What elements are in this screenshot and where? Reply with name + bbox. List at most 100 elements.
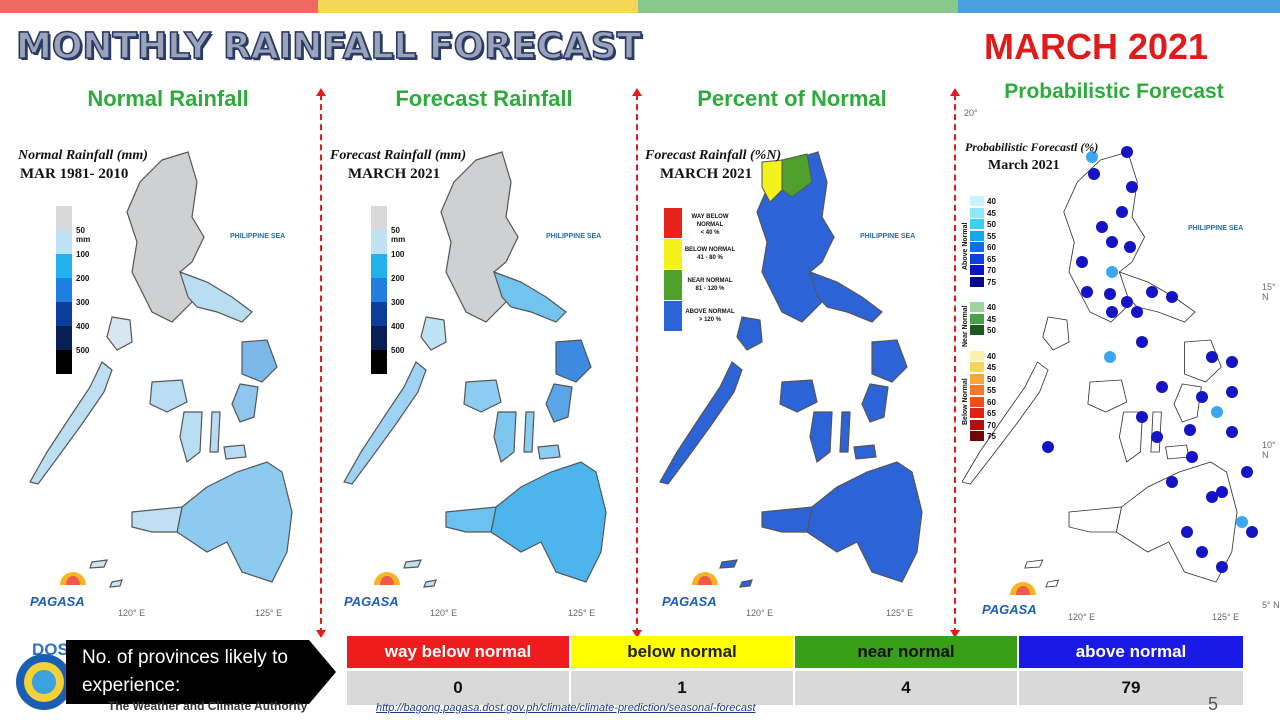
legend-label: 75 bbox=[987, 277, 996, 287]
legend-swatch bbox=[371, 254, 387, 278]
legend-swatch bbox=[970, 242, 984, 252]
island-region bbox=[179, 411, 203, 464]
sea-label: PHILIPPINE SEA bbox=[546, 233, 602, 240]
map-title-percent: Forecast Rainfall (%N) bbox=[645, 148, 782, 163]
legend-swatch bbox=[371, 206, 387, 230]
legend-swatch bbox=[970, 253, 984, 264]
legend-swatch bbox=[56, 254, 72, 278]
station-dot bbox=[1216, 486, 1228, 498]
panel-title-forecast: Forecast Rainfall bbox=[395, 86, 573, 111]
divider-arrow-down bbox=[316, 630, 326, 638]
legend-range-text: < 40 % bbox=[700, 230, 720, 236]
legend-label: 60 bbox=[987, 243, 996, 252]
station-dot bbox=[1088, 168, 1100, 180]
legend-label: BELOW NORMAL 41 - 80 % bbox=[682, 246, 738, 262]
legend-label-text: NEAR NORMAL bbox=[687, 278, 733, 284]
map-sub-percent: MARCH 2021 bbox=[660, 166, 753, 182]
station-dot bbox=[1226, 386, 1238, 398]
station-dot bbox=[1184, 424, 1196, 436]
station-dot bbox=[1106, 306, 1118, 318]
category-header-above: above normal bbox=[1019, 636, 1243, 668]
legend-label: 50 bbox=[987, 326, 996, 335]
top-band-blue bbox=[958, 0, 1280, 13]
station-dot bbox=[1131, 306, 1143, 318]
station-dot bbox=[1186, 451, 1198, 463]
station-dot bbox=[1241, 466, 1253, 478]
station-dot bbox=[1042, 441, 1054, 453]
map-forecast-svg bbox=[343, 151, 607, 588]
legend-label-text: WAY BELOW NORMAL bbox=[691, 214, 729, 228]
lon-label: 120° E bbox=[1068, 612, 1096, 622]
legend-swatch bbox=[970, 385, 984, 395]
category-count-above: 79 bbox=[1019, 671, 1243, 705]
legend-label: 55 bbox=[987, 386, 996, 395]
station-dot bbox=[1181, 526, 1193, 538]
island-region bbox=[403, 559, 437, 588]
source-link[interactable]: http://bagong.pagasa.dost.gov.ph/climate… bbox=[376, 702, 756, 714]
island-region bbox=[736, 316, 763, 351]
legend-label: 50 bbox=[987, 220, 996, 229]
station-dot bbox=[1226, 356, 1238, 368]
legend-label: 50 bbox=[987, 374, 996, 384]
map-percent-normal bbox=[642, 112, 950, 624]
station-dot bbox=[1151, 431, 1163, 443]
legend-label: 300 bbox=[391, 298, 405, 307]
island-region bbox=[523, 411, 535, 453]
legend-label: 400 bbox=[391, 322, 405, 331]
station-dot bbox=[1226, 426, 1238, 438]
pagasa-logo: PAGASA bbox=[30, 594, 85, 609]
legend-label: 500 bbox=[76, 346, 90, 355]
category-header-near: near normal bbox=[795, 636, 1017, 668]
station-dot bbox=[1116, 206, 1128, 218]
map-sub-forecast: MARCH 2021 bbox=[348, 166, 441, 182]
island-region bbox=[241, 339, 278, 383]
legend-swatch bbox=[56, 302, 72, 326]
province-count-label: No. of provinces likely to experience: bbox=[66, 640, 336, 704]
map-sub-probabilistic: March 2021 bbox=[988, 158, 1060, 173]
legend-label: 65 bbox=[987, 409, 996, 418]
island-region bbox=[659, 361, 743, 485]
below-normal-region bbox=[761, 159, 783, 203]
page-title: MONTHLY RAINFALL FORECAST bbox=[15, 25, 642, 68]
legend-swatch bbox=[371, 278, 387, 302]
island-region bbox=[809, 271, 883, 323]
island-region bbox=[871, 339, 908, 383]
umbrella-icon bbox=[374, 572, 400, 585]
legend-label: 40 bbox=[987, 351, 996, 361]
lat-label: 20° bbox=[964, 108, 978, 118]
island-region bbox=[1173, 383, 1202, 423]
lat-label: 10° N bbox=[1262, 440, 1276, 460]
station-dot bbox=[1081, 286, 1093, 298]
map-title-normal: Normal Rainfall (mm) bbox=[18, 148, 148, 163]
legend-label: 70 bbox=[987, 266, 996, 275]
map-percent-svg bbox=[659, 151, 923, 588]
umbrella-icon bbox=[692, 572, 718, 585]
legend-label: 500 bbox=[391, 346, 405, 355]
panel-title-normal: Normal Rainfall bbox=[87, 86, 249, 111]
divider-arrow-up bbox=[316, 88, 326, 96]
station-dot bbox=[1146, 286, 1158, 298]
legend-swatch bbox=[56, 230, 72, 254]
island-region bbox=[179, 271, 253, 323]
philippines-shape bbox=[343, 151, 607, 588]
legend-range-text: 41 - 80 % bbox=[697, 255, 723, 261]
station-dot bbox=[1121, 146, 1133, 158]
station-dot bbox=[1196, 546, 1208, 558]
island-region bbox=[440, 151, 519, 323]
legend-swatch bbox=[56, 350, 72, 374]
legend-swatch bbox=[970, 207, 984, 218]
near-normal-region bbox=[781, 153, 813, 198]
legend-swatch bbox=[970, 431, 984, 441]
legend-label: 45 bbox=[987, 208, 996, 218]
island-region bbox=[806, 461, 923, 583]
island-region bbox=[131, 506, 183, 533]
legend-label: 40 bbox=[987, 197, 996, 206]
island-region bbox=[463, 379, 502, 413]
legend-swatch bbox=[56, 206, 72, 230]
station-dot bbox=[1121, 296, 1133, 308]
pagasa-seal-icon bbox=[16, 654, 72, 710]
legend-swatch bbox=[970, 325, 984, 335]
lon-label: 125° E bbox=[886, 608, 914, 618]
lon-label: 125° E bbox=[1212, 612, 1240, 622]
